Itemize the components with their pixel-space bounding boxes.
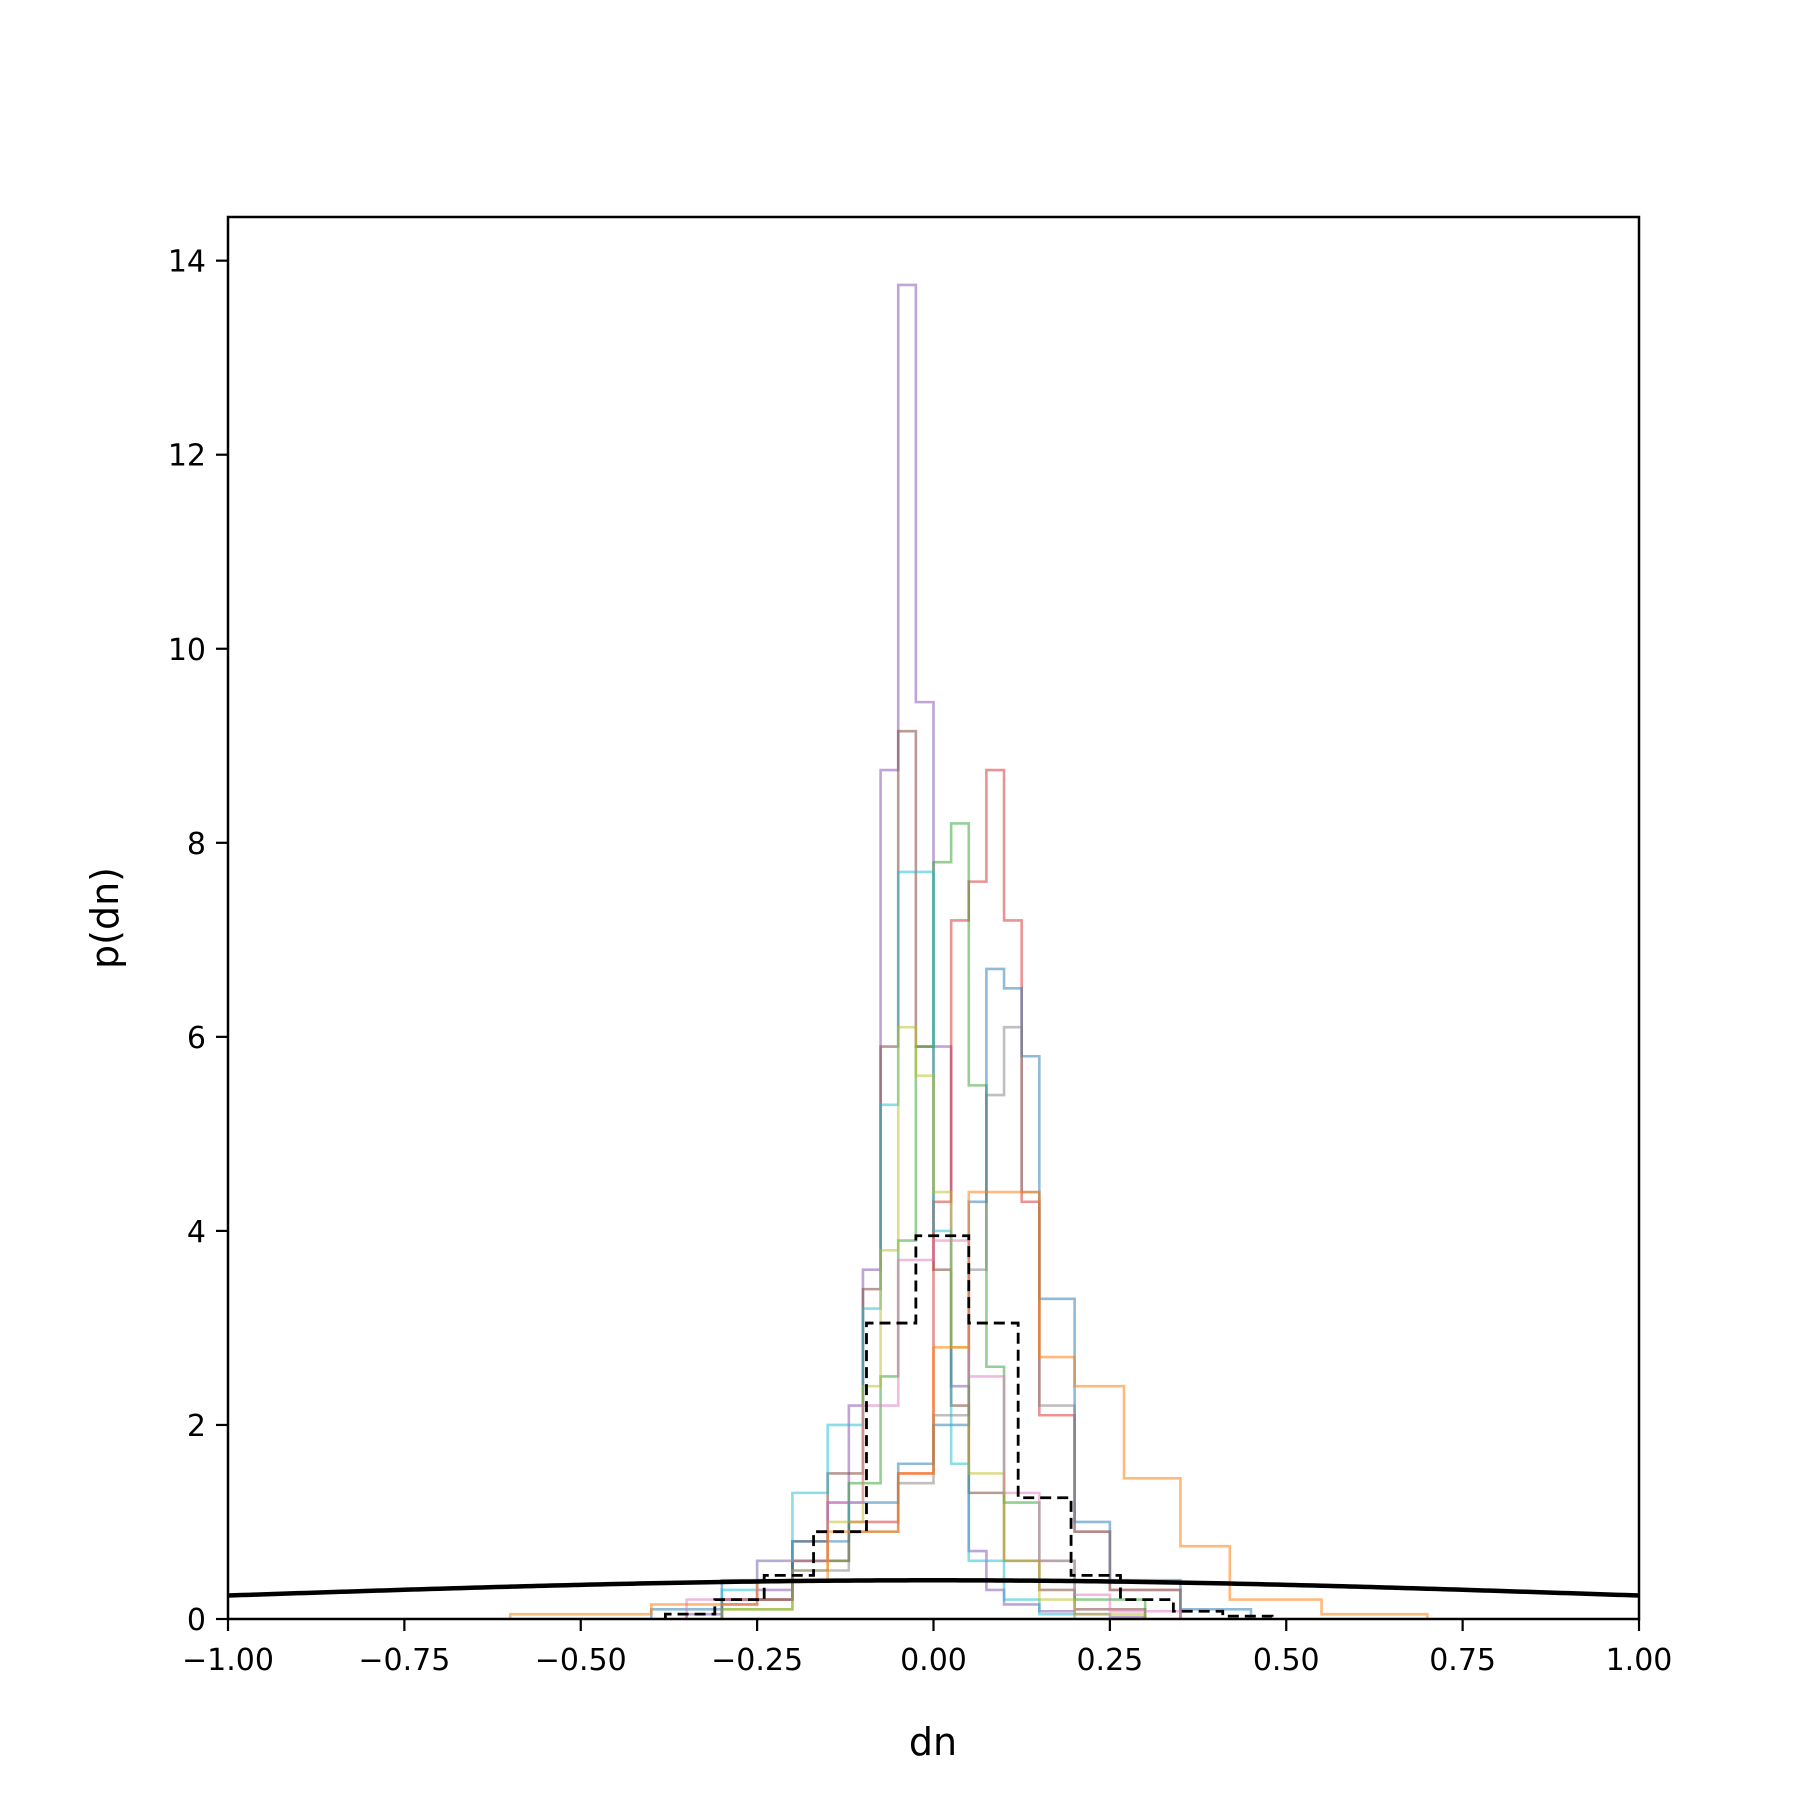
x-tick-label: 1.00 [1606,1643,1673,1678]
x-tick-label: −1.00 [182,1643,274,1678]
y-axis-ticks: 0 2 4 6 8 10 12 14 [168,245,228,1638]
y-axis-label: p(dn) [83,867,127,969]
histogram-series-6 [720,870,1076,1619]
x-axis-ticks: −1.00 −0.75 −0.50 −0.25 0.00 0.25 0.50 0.75 1.00 [182,1619,1672,1678]
x-tick-label: 0.50 [1253,1643,1320,1678]
series-layer [228,283,1639,1619]
y-tick-label: 4 [187,1215,206,1250]
y-tick-label: 8 [187,827,206,862]
histogram-series-10 [508,1190,1429,1619]
y-tick-label: 0 [187,1603,206,1638]
histogram-series-dashed [664,1234,1274,1619]
y-tick-label: 10 [168,633,206,668]
x-tick-label: 0.75 [1429,1643,1496,1678]
y-tick-label: 14 [168,245,206,280]
y-tick-label: 6 [187,1021,206,1056]
x-tick-label: 0.25 [1076,1643,1143,1678]
histogram-series-9 [685,1239,1182,1619]
y-tick-label: 12 [168,439,206,474]
x-tick-label: 0.00 [900,1643,967,1678]
x-tick-label: −0.50 [535,1643,627,1678]
normal-pdf-curve [228,1578,1639,1598]
y-tick-label: 2 [187,1409,206,1444]
x-axis-label: dn [909,1720,957,1764]
histogram-series-8 [720,1025,1182,1619]
x-tick-label: −0.75 [358,1643,450,1678]
x-tick-label: −0.25 [711,1643,803,1678]
